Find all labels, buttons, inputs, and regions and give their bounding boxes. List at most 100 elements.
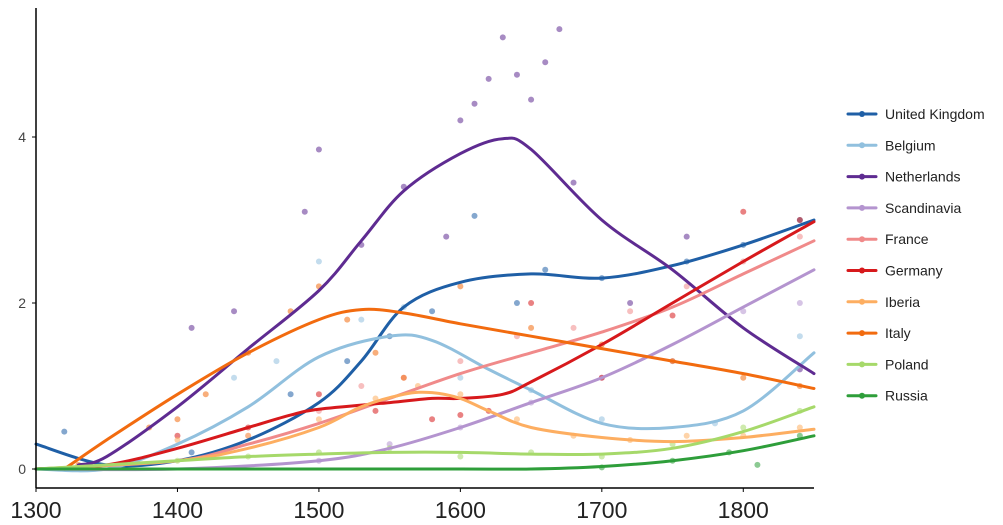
x-tick-label: 1300 bbox=[10, 497, 61, 523]
scatter-point-belgium bbox=[231, 374, 238, 381]
scatter-point-netherlands bbox=[485, 75, 492, 82]
legend-swatch-dot bbox=[859, 267, 865, 274]
scatter-point-netherlands bbox=[513, 71, 520, 78]
scatter-point-netherlands bbox=[231, 308, 238, 315]
x-tick-label: 1700 bbox=[576, 497, 627, 523]
y-tick-label: 2 bbox=[18, 295, 26, 311]
scatter-point-italy bbox=[528, 324, 535, 331]
scatter-point-netherlands bbox=[683, 233, 690, 240]
legend-item-united-kingdom: United Kingdom bbox=[846, 106, 985, 122]
legend-label: Germany bbox=[885, 263, 943, 279]
scatter-point-scandinavia bbox=[740, 308, 747, 315]
scatter-point-netherlands bbox=[627, 300, 634, 306]
scatter-point-germany bbox=[315, 391, 322, 398]
scatter-point-united-kingdom bbox=[542, 266, 549, 273]
scatter-point-united-kingdom bbox=[61, 428, 68, 435]
scatter-point-netherlands bbox=[499, 34, 506, 41]
scatter-point-iberia bbox=[513, 416, 520, 423]
legend-item-russia: Russia bbox=[846, 388, 928, 404]
x-tick-label: 1400 bbox=[152, 497, 203, 523]
scatter-layer bbox=[61, 26, 803, 471]
scatter-point-france bbox=[457, 358, 464, 365]
scatter-point-netherlands bbox=[443, 233, 450, 240]
scatter-point-france bbox=[570, 324, 577, 331]
scatter-point-netherlands bbox=[301, 208, 308, 215]
scatter-point-belgium bbox=[598, 416, 605, 423]
legend-item-scandinavia: Scandinavia bbox=[846, 200, 961, 216]
scatter-point-germany bbox=[669, 312, 676, 319]
scatter-point-belgium bbox=[358, 316, 365, 323]
legend-label: Scandinavia bbox=[885, 200, 961, 216]
x-tick-label: 1500 bbox=[293, 497, 344, 523]
scatter-point-netherlands bbox=[570, 179, 577, 186]
series-line-netherlands bbox=[76, 136, 816, 467]
scatter-point-germany bbox=[740, 208, 747, 215]
legend-label: Belgium bbox=[885, 137, 936, 153]
x-tick-label: 1800 bbox=[718, 497, 769, 523]
legend-swatch-dot bbox=[859, 173, 865, 180]
scatter-point-russia bbox=[754, 461, 761, 468]
scatter-point-france bbox=[683, 283, 690, 290]
scatter-point-netherlands bbox=[315, 146, 322, 153]
legend-label: Netherlands bbox=[885, 169, 961, 185]
scatter-point-germany bbox=[372, 407, 379, 414]
legend-item-italy: Italy bbox=[846, 325, 911, 341]
scatter-point-belgium bbox=[796, 333, 803, 340]
legend-label: Iberia bbox=[885, 294, 920, 310]
scatter-point-united-kingdom bbox=[471, 212, 478, 219]
series-line-france bbox=[34, 239, 816, 471]
scatter-point-iberia bbox=[457, 391, 464, 398]
scatter-point-united-kingdom bbox=[344, 358, 351, 365]
legend-swatch-dot bbox=[859, 361, 865, 368]
legend-label: Italy bbox=[885, 325, 911, 341]
y-tick-label: 4 bbox=[18, 129, 26, 145]
scatter-point-netherlands bbox=[188, 324, 195, 331]
scatter-point-scandinavia bbox=[386, 441, 393, 448]
legend-item-germany: Germany bbox=[846, 263, 943, 279]
legend-item-belgium: Belgium bbox=[846, 137, 936, 153]
scatter-point-poland bbox=[740, 424, 747, 431]
legend-swatch-dot bbox=[859, 142, 865, 149]
legend-swatch-dot bbox=[859, 298, 865, 305]
series-line-russia bbox=[34, 434, 816, 471]
lines-layer bbox=[34, 136, 816, 473]
scatter-point-netherlands bbox=[457, 117, 464, 124]
scatter-point-belgium bbox=[273, 358, 280, 365]
scatter-point-iberia bbox=[683, 432, 690, 439]
scatter-point-united-kingdom bbox=[188, 449, 195, 456]
scatter-point-netherlands bbox=[542, 59, 549, 66]
scatter-point-iberia bbox=[796, 424, 803, 431]
legend-item-poland: Poland bbox=[846, 356, 929, 372]
scatter-point-italy bbox=[344, 316, 351, 323]
series-line-germany bbox=[34, 220, 816, 471]
legend-label: Russia bbox=[885, 388, 928, 404]
scatter-point-italy bbox=[372, 349, 379, 356]
x-tick-label: 1600 bbox=[435, 497, 486, 523]
series-line-iberia bbox=[34, 390, 816, 471]
legend-swatch-dot bbox=[859, 392, 865, 399]
scatter-point-poland bbox=[457, 453, 464, 460]
scatter-point-france bbox=[358, 383, 365, 389]
scatter-point-germany bbox=[174, 432, 181, 439]
series-line-united-kingdom bbox=[34, 218, 816, 468]
legend-swatch-dot bbox=[859, 204, 865, 211]
legend-item-netherlands: Netherlands bbox=[846, 169, 961, 185]
series-line-italy bbox=[62, 307, 816, 471]
scatter-point-belgium bbox=[315, 258, 322, 265]
scatter-point-iberia bbox=[245, 432, 252, 439]
scatter-point-italy bbox=[400, 374, 407, 381]
series-line-poland bbox=[34, 405, 816, 471]
scatter-point-iberia bbox=[315, 416, 322, 423]
scatter-point-germany bbox=[457, 412, 464, 419]
legend-item-iberia: Iberia bbox=[846, 294, 920, 310]
scatter-point-belgium bbox=[457, 374, 464, 381]
legend-swatch-dot bbox=[859, 236, 865, 243]
scatter-point-united-kingdom bbox=[513, 300, 520, 306]
scatter-point-netherlands bbox=[528, 96, 535, 103]
scatter-point-italy bbox=[740, 374, 747, 381]
scatter-point-germany bbox=[796, 217, 803, 223]
scatter-point-netherlands bbox=[471, 100, 478, 107]
legend-swatch-dot bbox=[859, 330, 865, 337]
scatter-point-italy bbox=[457, 283, 464, 290]
scatter-point-united-kingdom bbox=[429, 308, 436, 315]
